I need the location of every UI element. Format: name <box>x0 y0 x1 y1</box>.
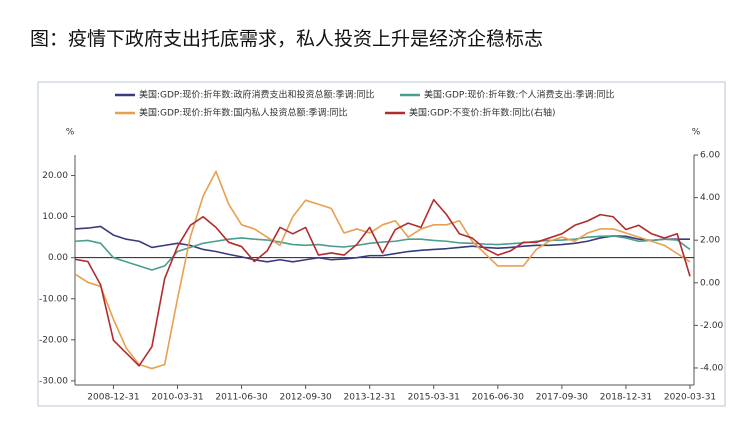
x-tick-label: 2020-03-31 <box>664 393 716 403</box>
series-line <box>74 225 690 263</box>
y2-tick-label: -4.00 <box>700 363 724 373</box>
y-tick-label: 0.00 <box>48 253 68 263</box>
y2-tick-label: -2.00 <box>700 321 724 331</box>
legend-label: 美国:GDP:现价:折年数:国内私人投资总额:季调:同比 <box>139 107 348 119</box>
x-tick-label: 2015-03-31 <box>408 393 460 403</box>
x-tick-label: 2017-09-30 <box>536 393 589 403</box>
y-tick-label: 20.00 <box>42 171 68 181</box>
legend-label: 美国:GDP:不变价:折年数:同比(右轴) <box>409 107 555 119</box>
x-tick-label: 2016-06-30 <box>472 393 525 403</box>
y-tick-label: -10.00 <box>39 294 68 304</box>
y-tick-label: -20.00 <box>39 335 68 345</box>
y-tick-label: 10.00 <box>42 212 68 222</box>
y2-tick-label: 2.00 <box>700 236 720 246</box>
series-line <box>74 235 691 271</box>
x-tick-label: 2011-06-30 <box>215 393 268 403</box>
x-tick-label: 2013-12-31 <box>344 393 396 403</box>
y2-tick-label: 0.00 <box>700 278 720 288</box>
x-tick-label: 2018-12-31 <box>600 393 652 403</box>
series-line <box>74 170 691 370</box>
x-tick-label: 2012-09-30 <box>279 393 332 403</box>
x-tick-label: 2010-03-31 <box>151 393 203 403</box>
y-unit: % <box>66 128 75 138</box>
series-line <box>74 198 691 367</box>
y2-tick-label: 6.00 <box>700 151 720 161</box>
chart-frame <box>37 81 726 407</box>
y2-unit: % <box>692 128 701 138</box>
chart-title: 图：疫情下政府支出托底需求，私人投资上升是经济企稳标志 <box>30 28 543 50</box>
y2-tick-label: 4.00 <box>700 193 720 203</box>
y-tick-label: -30.00 <box>39 376 68 386</box>
legend-label: 美国:GDP:现价:折年数:个人消费支出:季调:同比 <box>424 89 615 101</box>
x-tick-label: 2008-12-31 <box>87 393 139 403</box>
legend-label: 美国:GDP:现价:折年数:政府消费支出和投资总额:季调:同比 <box>139 89 375 101</box>
